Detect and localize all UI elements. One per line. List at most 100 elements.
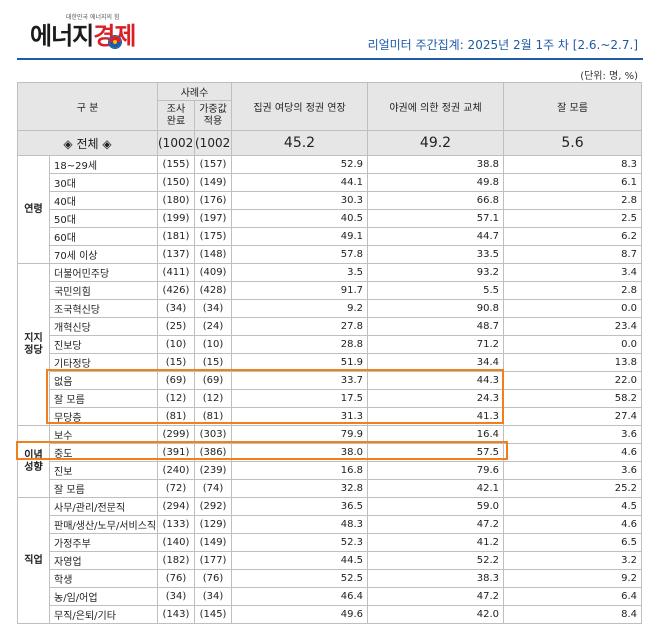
value-extend: 9.2 <box>231 299 369 318</box>
unit-note: (단위: 명, %) <box>580 71 638 82</box>
weighted-count: (177) <box>193 551 233 570</box>
value-change: 71.2 <box>367 335 505 354</box>
value-unknown: 27.4 <box>503 407 643 426</box>
surveyed-count: (155) <box>157 155 195 174</box>
surveyed-count: (25) <box>157 317 195 336</box>
surveyed-count: (180) <box>157 191 195 210</box>
table-row: 중도 (391) (386) 38.0 57.5 4.6 <box>18 443 643 462</box>
table-row: 지지 정당 더불어민주당 (411) (409) 3.5 93.2 3.4 <box>17 263 643 426</box>
weighted-count: (69) <box>193 371 233 390</box>
value-extend: 46.4 <box>231 587 369 606</box>
surveyed-count: (34) <box>157 587 195 606</box>
table-row: 잘 모름 (12) (12) 17.5 24.3 58.2 <box>18 389 643 408</box>
value-change: 42.1 <box>367 479 505 498</box>
value-extend: 3.5 <box>231 263 369 282</box>
value-unknown: 6.5 <box>503 533 643 552</box>
row-label: 60대 <box>49 227 158 246</box>
surveyed-count: (81) <box>157 407 195 426</box>
weighted-count: (76) <box>193 569 233 588</box>
row-label: 진보당 <box>49 335 158 354</box>
weighted-count: (149) <box>193 533 233 552</box>
logo-tagline: 대한민국 에너지의 힘 <box>66 14 120 21</box>
surveyed-count: (150) <box>157 173 195 192</box>
weighted-count: (148) <box>193 245 233 264</box>
surveyed-count: (137) <box>157 245 195 264</box>
table-row: 기타정당 (15) (15) 51.9 34.4 13.8 <box>18 353 643 372</box>
table-row: 30대 (150) (149) 44.1 49.8 6.1 <box>18 173 643 192</box>
value-unknown: 8.3 <box>503 155 643 174</box>
value-extend: 44.1 <box>231 173 369 192</box>
row-label: 농/임/어업 <box>49 587 158 606</box>
value-change: 41.3 <box>367 407 505 426</box>
value-unknown: 0.0 <box>503 335 643 354</box>
row-label: 사무/관리/전문직 <box>49 497 158 516</box>
weighted-count: (34) <box>193 299 233 318</box>
value-change: 90.8 <box>367 299 505 318</box>
value-unknown: 3.6 <box>503 461 643 480</box>
surveyed-count: (294) <box>157 497 195 516</box>
weighted-count: (428) <box>193 281 233 300</box>
division-header: 구 분 <box>17 82 158 131</box>
row-label: 70세 이상 <box>49 245 158 264</box>
table-header: 구 분 사례수 집권 여당의 정권 연장 야권에 의한 정권 교체 잘 모름 조… <box>17 82 643 156</box>
surveyed-count: (72) <box>157 479 195 498</box>
total-row: ◈ 전체 ◈ (1002) (1002) 45.2 49.2 5.6 <box>17 130 643 156</box>
row-label: 잘 모름 <box>49 389 158 408</box>
value-change: 38.3 <box>367 569 505 588</box>
value-unknown: 6.4 <box>503 587 643 606</box>
value-unknown: 6.1 <box>503 173 643 192</box>
weighted-count: (10) <box>193 335 233 354</box>
table-row: 진보 (240) (239) 16.8 79.6 3.6 <box>18 461 643 480</box>
value-unknown: 4.6 <box>503 515 643 534</box>
value-extend: 17.5 <box>231 389 369 408</box>
value-extend: 31.3 <box>231 407 369 426</box>
row-label: 조국혁신당 <box>49 299 158 318</box>
row-label: 판매/생산/노무/서비스직 <box>49 515 158 534</box>
surveyed-count-header: 조사 완료 <box>157 100 195 131</box>
weighted-count: (74) <box>193 479 233 498</box>
weighted-count: (239) <box>193 461 233 480</box>
value-unknown: 22.0 <box>503 371 643 390</box>
weighted-count: (81) <box>193 407 233 426</box>
surveyed-count: (10) <box>157 335 195 354</box>
value-change: 48.7 <box>367 317 505 336</box>
row-label: 자영업 <box>49 551 158 570</box>
value-change: 5.5 <box>367 281 505 300</box>
table-row: 조국혁신당 (34) (34) 9.2 90.8 0.0 <box>18 299 643 318</box>
value-extend: 16.8 <box>231 461 369 480</box>
value-unknown: 8.4 <box>503 605 643 624</box>
value-extend: 30.3 <box>231 191 369 210</box>
value-change: 16.4 <box>367 425 505 444</box>
value-extend: 48.3 <box>231 515 369 534</box>
table-row: 자영업 (182) (177) 44.5 52.2 3.2 <box>18 551 643 570</box>
total-unknown: 5.6 <box>503 130 643 156</box>
value-change: 44.3 <box>367 371 505 390</box>
value-extend: 91.7 <box>231 281 369 300</box>
surveyed-count: (69) <box>157 371 195 390</box>
value-change: 57.5 <box>367 443 505 462</box>
table-body: 연령 18~29세 (155) (157) 52.9 38.8 8.3 30대 (150) (14… <box>17 155 643 624</box>
total-change: 49.2 <box>367 130 505 156</box>
table-row: 농/임/어업 (34) (34) 46.4 47.2 6.4 <box>18 587 643 606</box>
weighted-count: (157) <box>193 155 233 174</box>
table-row: 이념 성향 보수 (299) (303) 79.9 16.4 3.6 <box>17 425 643 498</box>
value-change: 33.5 <box>367 245 505 264</box>
table-row: 연령 18~29세 (155) (157) 52.9 38.8 8.3 <box>17 155 643 264</box>
row-label: 40대 <box>49 191 158 210</box>
surveyed-count: (76) <box>157 569 195 588</box>
col-extend-header: 집권 여당의 정권 연장 <box>231 82 369 131</box>
value-unknown: 58.2 <box>503 389 643 408</box>
table-row: 없음 (69) (69) 33.7 44.3 22.0 <box>18 371 643 390</box>
surveyed-count: (181) <box>157 227 195 246</box>
value-extend: 52.5 <box>231 569 369 588</box>
total-label: ◈ 전체 ◈ <box>17 130 158 156</box>
surveyed-count: (182) <box>157 551 195 570</box>
value-extend: 51.9 <box>231 353 369 372</box>
value-change: 47.2 <box>367 587 505 606</box>
table-row: 학생 (76) (76) 52.5 38.3 9.2 <box>18 569 643 588</box>
table-row: 국민의힘 (426) (428) 91.7 5.5 2.8 <box>18 281 643 300</box>
value-unknown: 25.2 <box>503 479 643 498</box>
surveyed-count: (240) <box>157 461 195 480</box>
value-unknown: 6.2 <box>503 227 643 246</box>
survey-results-table: 구 분 사례수 집권 여당의 정권 연장 야권에 의한 정권 교체 잘 모름 조… <box>17 82 643 624</box>
